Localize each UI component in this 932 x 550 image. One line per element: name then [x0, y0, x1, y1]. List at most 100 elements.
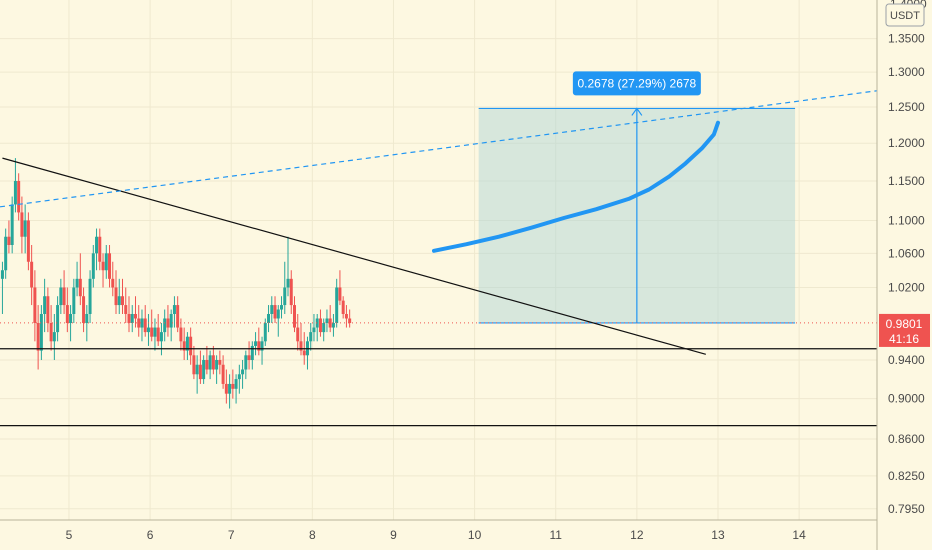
- candle-body-73: [237, 374, 241, 380]
- candle-body-104: [338, 287, 342, 301]
- time-axis[interactable]: [0, 520, 877, 550]
- candle-body-43: [140, 318, 144, 328]
- candle-body-88: [286, 278, 290, 288]
- candle-body-53: [172, 305, 176, 314]
- y-tick-label-0: 1.3500: [888, 32, 925, 46]
- candle-body-47: [153, 327, 157, 337]
- candle-body-20: [65, 305, 69, 324]
- currency-label-box: [885, 3, 925, 27]
- candle-body-87: [283, 287, 287, 306]
- x-tick-label-6: 11: [549, 528, 562, 542]
- projection-curve: [432, 120, 720, 253]
- candle-body-99: [322, 323, 326, 333]
- candle-body-72: [234, 379, 238, 389]
- measure-label-text: 0.2678 (27.29%) 2678: [577, 76, 696, 90]
- candle-body-60: [195, 364, 199, 375]
- y-tick-label-11: 0.8250: [888, 469, 925, 483]
- currency-label[interactable]: USDT: [885, 3, 925, 27]
- candle-body-4: [13, 180, 17, 205]
- candle-body-69: [224, 383, 228, 394]
- drawn-lines: [0, 90, 878, 427]
- y-tick-label-7: 1.0200: [888, 280, 925, 294]
- candle-body-70: [228, 383, 232, 394]
- candles: [0, 158, 352, 409]
- candle-body-52: [169, 313, 173, 328]
- candle-body-10: [33, 287, 37, 324]
- current-price-countdown: 41:16: [889, 332, 919, 346]
- candle-body-98: [318, 318, 322, 333]
- candle-body-1: [4, 236, 8, 271]
- candle-body-92: [299, 341, 303, 351]
- y-tick-label-12: 0.7950: [888, 502, 925, 516]
- candle-body-57: [185, 336, 189, 351]
- candle-body-78: [254, 341, 258, 346]
- candle-body-6: [20, 212, 24, 237]
- y-tick-label-4: 1.1500: [888, 174, 925, 188]
- x-tick-label-2: 7: [228, 528, 235, 542]
- y-tick-label-1: 1.3000: [888, 65, 925, 79]
- candle-body-80: [260, 341, 264, 351]
- x-tick-label-0: 5: [66, 528, 73, 542]
- candle-body-50: [163, 318, 167, 333]
- candle-body-0: [0, 270, 4, 279]
- price-axis-labels: 1.3500 1.3000 1.2500 1.2000 1.1500 1.1000 1.06…: [888, 32, 925, 516]
- measure-arrow-head: [631, 107, 643, 116]
- candle-body-3: [10, 204, 14, 245]
- candle-body-36: [117, 296, 121, 306]
- currency-label-text: USDT: [890, 10, 920, 22]
- x-tick-label-4: 9: [390, 528, 397, 542]
- candle-body-42: [137, 318, 141, 328]
- candle-body-85: [276, 309, 280, 319]
- plot-area[interactable]: [0, 0, 877, 520]
- candle-body-79: [257, 341, 261, 351]
- current-price-value: 0.9801: [886, 317, 923, 331]
- price-axis[interactable]: [877, 0, 932, 550]
- candle-body-30: [98, 236, 102, 262]
- candle-body-32: [104, 253, 108, 271]
- candle-body-96: [312, 327, 316, 333]
- candle-body-55: [179, 327, 183, 342]
- candle-body-26: [85, 313, 89, 324]
- candle-body-37: [121, 296, 125, 306]
- candle-body-28: [91, 253, 95, 279]
- candle-body-14: [46, 296, 50, 324]
- ascending-dashed-trendline: [0, 90, 878, 208]
- candle-body-65: [211, 355, 215, 370]
- candle-body-68: [221, 364, 225, 384]
- candle-body-34: [111, 278, 115, 288]
- candle-body-38: [124, 305, 128, 314]
- candle-body-25: [82, 296, 86, 324]
- candle-body-106: [344, 313, 348, 319]
- candle-body-45: [146, 327, 150, 333]
- candle-body-90: [292, 305, 296, 328]
- candle-body-103: [335, 287, 339, 324]
- time-axis-labels: 5 6 7 8 9 10 11 12 13 14: [66, 528, 806, 542]
- measure-overlay: 0.2678 (27.29%) 2678: [572, 71, 701, 323]
- candle-body-51: [166, 318, 170, 328]
- y-tick-label-9: 0.9000: [888, 392, 925, 406]
- y-tick-label-8: 0.9400: [888, 353, 925, 367]
- candle-body-46: [150, 327, 154, 337]
- candle-body-91: [296, 327, 300, 342]
- candle-body-105: [341, 300, 345, 314]
- x-tick-label-9: 14: [792, 528, 806, 542]
- candle-body-24: [78, 278, 82, 297]
- candle-body-7: [23, 220, 27, 237]
- candle-body-49: [159, 332, 163, 342]
- candle-body-63: [205, 360, 209, 370]
- candle-body-77: [250, 345, 254, 361]
- y-tick-label-3: 1.2000: [888, 136, 925, 150]
- candle-body-22: [72, 287, 76, 314]
- candle-body-54: [176, 305, 180, 328]
- candle-body-5: [17, 180, 21, 213]
- candle-body-15: [49, 323, 53, 342]
- candle-body-89: [289, 278, 293, 306]
- candle-body-19: [62, 287, 66, 306]
- candle-body-83: [270, 305, 274, 314]
- candle-body-59: [192, 355, 196, 375]
- x-tick-label-7: 12: [630, 528, 644, 542]
- x-tick-label-8: 13: [711, 528, 725, 542]
- measure-label-box: [572, 71, 701, 96]
- candle-body-81: [263, 323, 267, 342]
